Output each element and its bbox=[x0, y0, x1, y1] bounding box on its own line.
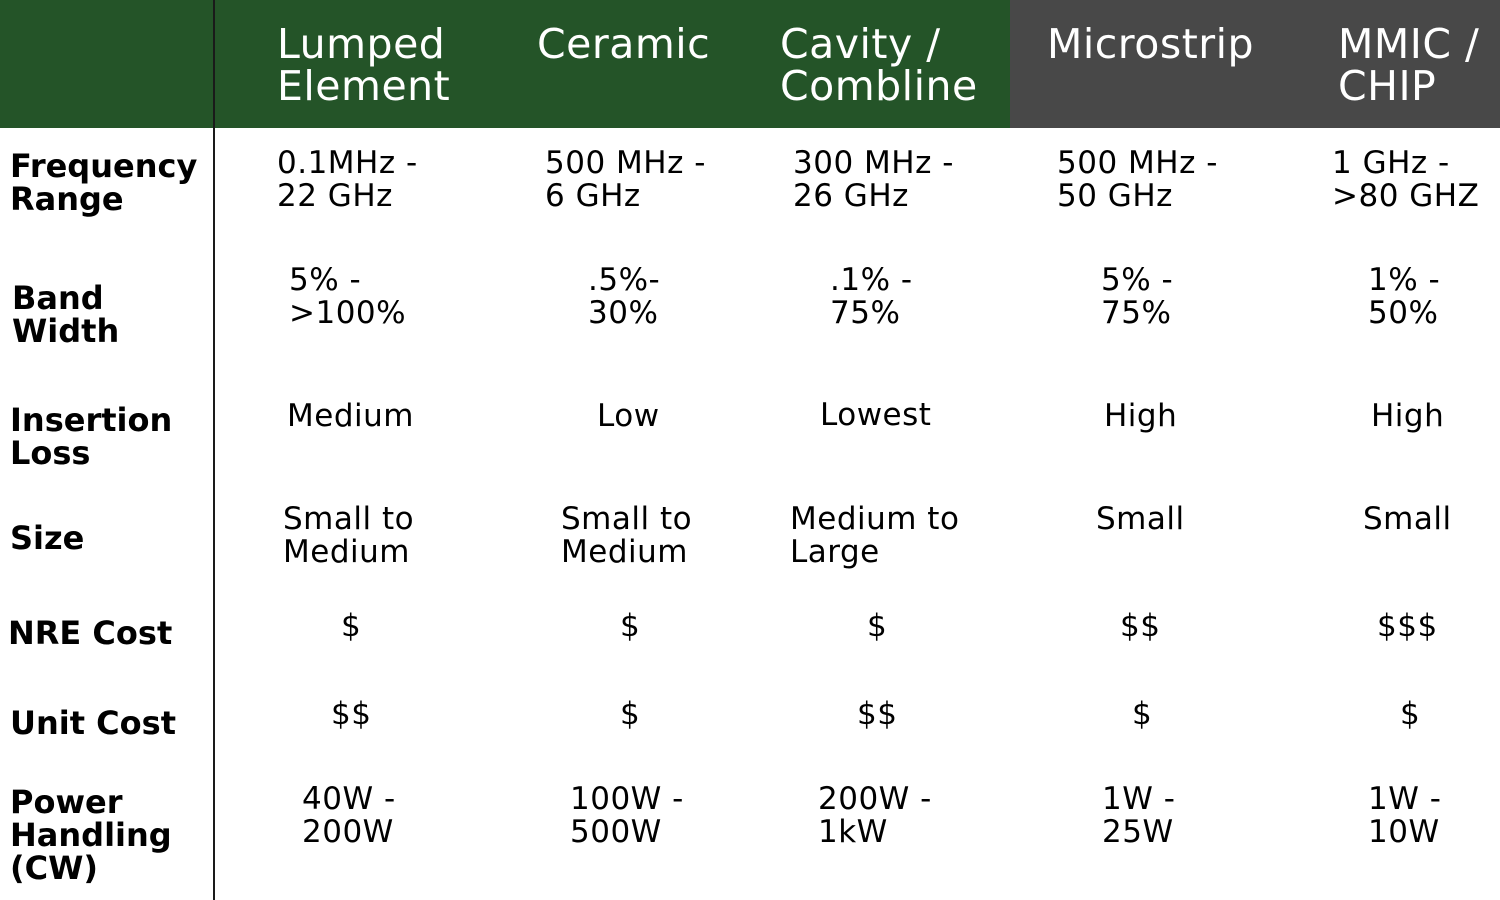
cell-power-cavity: 200W - 1kW bbox=[818, 781, 932, 850]
cell-frequency-microstrip: 500 MHz - 50 GHz bbox=[1057, 145, 1218, 214]
column-header-cavity-combline: Cavity / Combline bbox=[780, 20, 978, 110]
cell-unit-microstrip: $ bbox=[1132, 696, 1153, 732]
cell-nre-ceramic: $ bbox=[620, 608, 641, 644]
row-label-size: Size bbox=[10, 519, 85, 557]
cell-nre-mmic: $$$ bbox=[1377, 608, 1438, 644]
cell-power-lumped: 40W - 200W bbox=[302, 781, 396, 850]
cell-bandwidth-lumped: 5% - >100% bbox=[289, 262, 407, 331]
column-header-ceramic: Ceramic bbox=[537, 20, 711, 68]
cell-unit-cavity: $$ bbox=[857, 696, 898, 732]
cell-frequency-lumped: 0.1MHz - 22 GHz bbox=[277, 145, 418, 214]
cell-nre-cavity: $ bbox=[867, 608, 888, 644]
cell-frequency-ceramic: 500 MHz - 6 GHz bbox=[545, 145, 706, 214]
cell-size-ceramic: Small to Medium bbox=[561, 501, 693, 570]
cell-power-microstrip: 1W - 25W bbox=[1102, 781, 1176, 850]
cell-insertion-lumped: Medium bbox=[287, 398, 414, 434]
cell-size-mmic: Small bbox=[1363, 501, 1452, 537]
cell-bandwidth-mmic: 1% - 50% bbox=[1368, 262, 1441, 331]
column-header-mmic-chip: MMIC / CHIP bbox=[1338, 20, 1480, 110]
cell-unit-ceramic: $ bbox=[620, 696, 641, 732]
cell-frequency-cavity: 300 MHz - 26 GHz bbox=[793, 145, 954, 214]
column-header-microstrip: Microstrip bbox=[1047, 20, 1255, 68]
cell-power-mmic: 1W - 10W bbox=[1368, 781, 1442, 850]
header-band-green bbox=[0, 0, 1010, 128]
row-label-nre-cost: NRE Cost bbox=[8, 614, 173, 652]
cell-insertion-cavity: Lowest bbox=[820, 397, 932, 433]
column-divider bbox=[213, 0, 215, 900]
cell-bandwidth-ceramic: .5%- 30% bbox=[588, 262, 661, 331]
cell-unit-lumped: $$ bbox=[331, 696, 372, 732]
row-label-frequency-range: Frequency Range bbox=[10, 147, 198, 218]
cell-insertion-ceramic: Low bbox=[597, 398, 660, 434]
cell-nre-lumped: $ bbox=[341, 608, 362, 644]
cell-frequency-mmic: 1 GHz - >80 GHZ bbox=[1332, 145, 1480, 214]
header-band-gray bbox=[1010, 0, 1500, 128]
column-header-lumped-element: Lumped Element bbox=[277, 20, 451, 110]
cell-insertion-mmic: High bbox=[1371, 398, 1445, 434]
cell-size-cavity: Medium to Large bbox=[790, 501, 960, 570]
cell-bandwidth-microstrip: 5% - 75% bbox=[1101, 262, 1174, 331]
row-label-band-width: Band Width bbox=[12, 279, 120, 350]
row-label-unit-cost: Unit Cost bbox=[10, 704, 176, 742]
row-label-insertion-loss: Insertion Loss bbox=[10, 401, 173, 472]
cell-size-lumped: Small to Medium bbox=[283, 501, 415, 570]
cell-unit-mmic: $ bbox=[1400, 696, 1421, 732]
cell-size-microstrip: Small bbox=[1096, 501, 1185, 537]
row-label-power-handling: Power Handling (CW) bbox=[10, 783, 172, 887]
cell-bandwidth-cavity: .1% - 75% bbox=[830, 262, 913, 331]
cell-nre-microstrip: $$ bbox=[1120, 608, 1161, 644]
cell-power-ceramic: 100W - 500W bbox=[570, 781, 684, 850]
cell-insertion-microstrip: High bbox=[1104, 398, 1178, 434]
